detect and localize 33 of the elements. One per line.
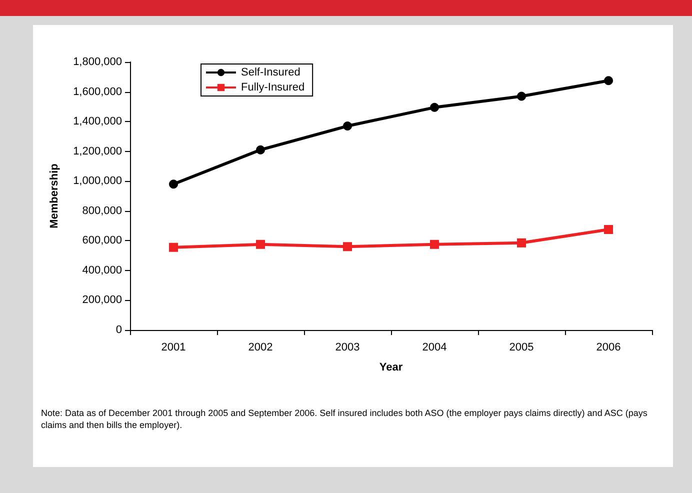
y-tick-label: 400,000 bbox=[82, 264, 122, 276]
point bbox=[517, 238, 526, 248]
y-tick-label: 1,600,000 bbox=[73, 86, 122, 98]
point bbox=[256, 145, 265, 154]
x-axis-title: Year bbox=[379, 362, 404, 374]
point bbox=[343, 242, 352, 252]
point bbox=[343, 122, 352, 131]
text: Note: Data as of December 2001 through 2005 and September 2006. Self insured includes both ASO (the employer pays claims directly) and ASC (pays claims and then bills the employer). bbox=[41, 407, 648, 431]
y-tick-label: 200,000 bbox=[82, 294, 122, 306]
x-tick-label: 2003 bbox=[335, 342, 360, 354]
point bbox=[430, 102, 439, 112]
y-tick-label: 1,000,000 bbox=[73, 175, 122, 188]
y-tick-label: 1,200,000 bbox=[73, 145, 122, 158]
y-tick-label: 800,000 bbox=[82, 204, 122, 217]
point bbox=[604, 76, 613, 86]
y-tick-label: 1,400,000 bbox=[73, 116, 122, 128]
y-tick-label: 0 bbox=[116, 324, 122, 336]
x-tick-label: 2002 bbox=[248, 342, 273, 354]
point bbox=[169, 180, 178, 189]
y-tick-label: 1,800,000 bbox=[73, 56, 122, 68]
point bbox=[256, 240, 265, 249]
x-tick-label: 2006 bbox=[596, 342, 621, 354]
point bbox=[430, 240, 439, 249]
y-tick-label: 600,000 bbox=[82, 234, 122, 247]
legend-label: Self-Insured bbox=[241, 66, 300, 78]
x-tick-label: 2005 bbox=[509, 342, 534, 354]
point bbox=[517, 92, 526, 101]
point bbox=[169, 242, 178, 252]
legend-label: Fully-Insured bbox=[241, 82, 305, 94]
y-axis-title: Membership bbox=[48, 163, 60, 228]
x-tick-label: 2004 bbox=[422, 342, 447, 354]
point bbox=[604, 225, 613, 234]
x-tick-label: 2001 bbox=[161, 342, 186, 354]
